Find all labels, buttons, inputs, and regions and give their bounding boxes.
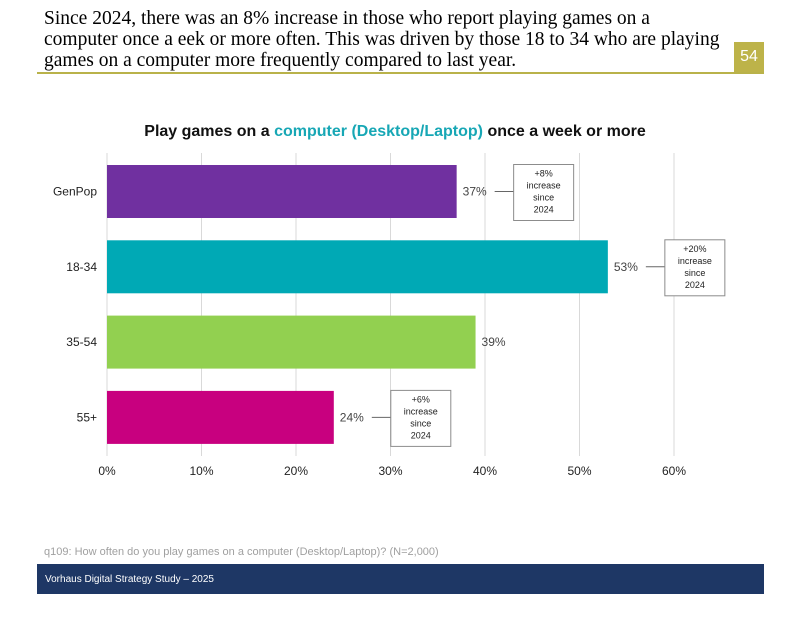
annotation-text: 2024 (534, 205, 554, 215)
slide-headline: Since 2024, there was an 8% increase in … (44, 8, 720, 71)
annotation-text: +6% (412, 394, 430, 404)
survey-question-footnote: q109: How often do you play games on a c… (44, 546, 439, 558)
category-label: GenPop (53, 185, 97, 199)
x-tick-label: 20% (284, 464, 308, 478)
annotation-text: increase (527, 181, 561, 191)
annotation-box (390, 389, 452, 447)
chart-title-prefix: Play games on a (144, 123, 275, 140)
annotation-text: +8% (535, 169, 553, 179)
annotation-text: increase (404, 406, 438, 416)
chart-title-highlight: computer (Desktop/Laptop) (274, 123, 483, 140)
x-tick-label: 40% (473, 464, 497, 478)
value-label: 37% (463, 185, 487, 199)
category-label: 55+ (77, 410, 97, 424)
annotation-box (513, 164, 575, 221)
bar-GenPop (107, 165, 457, 218)
bar-18-34 (107, 240, 608, 294)
bar-55+ (107, 390, 334, 444)
x-tick-label: 30% (378, 464, 402, 478)
footer-bar: Vorhaus Digital Strategy Study – 2025 (37, 564, 764, 594)
annotation-text: 2024 (411, 430, 431, 440)
annotation-text: since (410, 418, 431, 428)
x-tick-label: 50% (567, 464, 591, 478)
study-name: Vorhaus Digital Strategy Study – 2025 (45, 573, 214, 585)
annotation-text: +20% (683, 244, 706, 254)
bar-35-54 (107, 315, 476, 369)
value-label: 24% (340, 410, 364, 424)
x-tick-label: 60% (662, 464, 686, 478)
value-label: 39% (482, 335, 506, 349)
x-tick-label: 10% (189, 464, 213, 478)
annotation-text: since (684, 268, 705, 278)
x-tick-label: 0% (98, 464, 116, 478)
headline-rule (37, 72, 764, 74)
value-label: 53% (614, 260, 638, 274)
annotation-text: 2024 (685, 280, 705, 290)
category-label: 35-54 (66, 335, 97, 349)
category-label: 18-34 (66, 260, 97, 274)
chart-title-suffix: once a week or more (483, 123, 646, 140)
annotation-text: since (533, 193, 554, 203)
annotation-text: increase (678, 256, 712, 266)
chart-title: Play games on a computer (Desktop/Laptop… (0, 123, 790, 141)
page-number-badge: 54 (734, 42, 764, 72)
annotation-box (664, 239, 726, 297)
